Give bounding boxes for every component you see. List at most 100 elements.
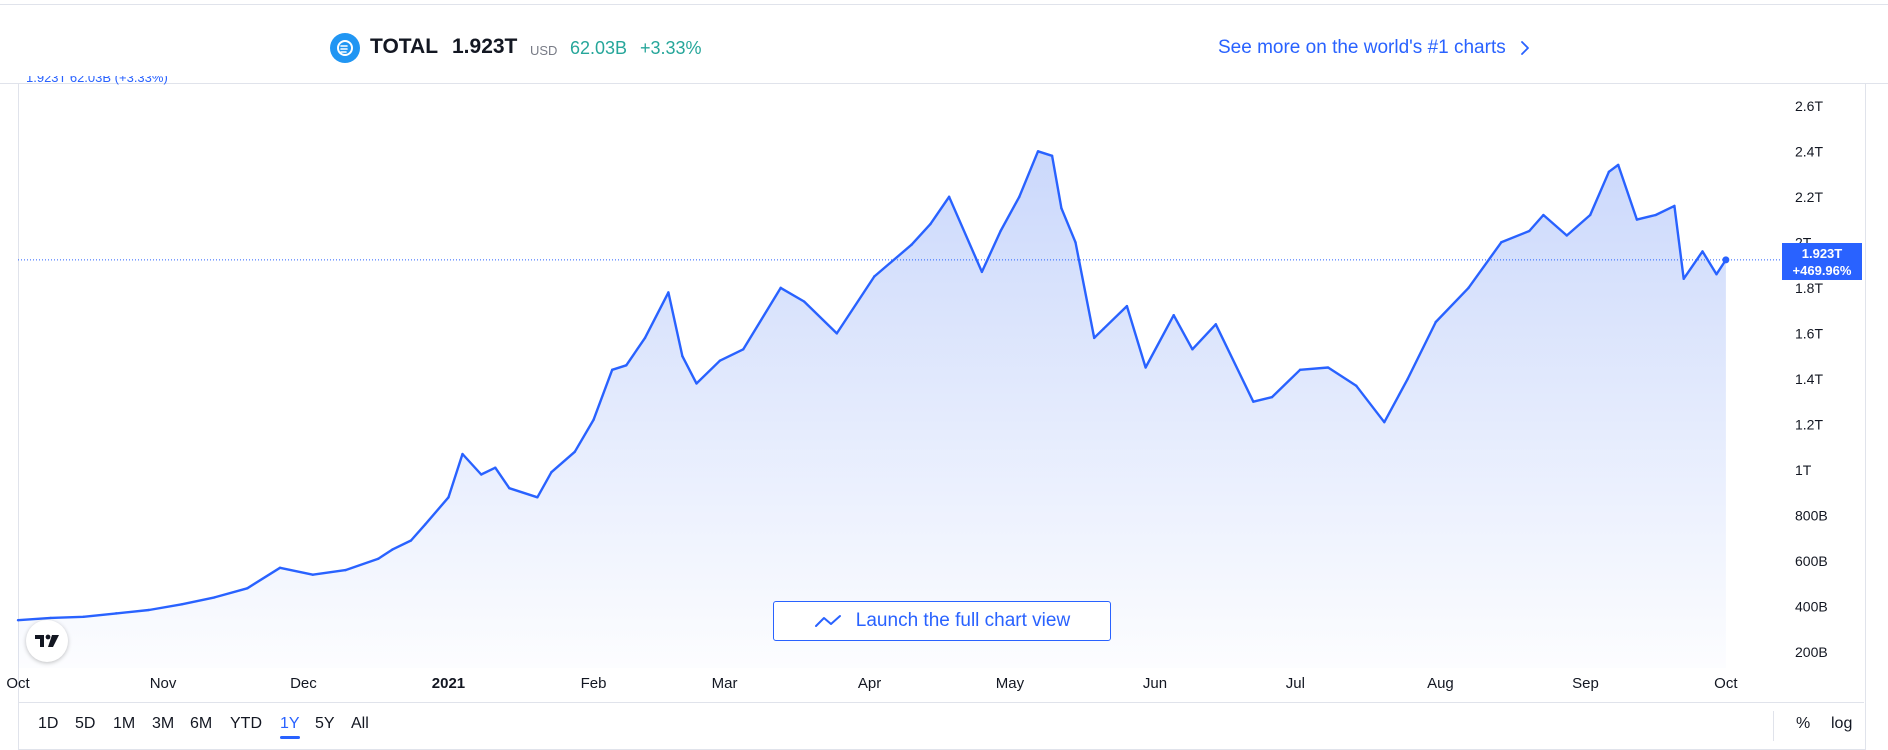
data-point: [536, 496, 539, 499]
data-point: [1542, 213, 1545, 217]
data-point: [115, 612, 118, 615]
active-range-indicator: [280, 736, 300, 739]
y-tick-label: 800B: [1795, 507, 1828, 523]
data-point: [1500, 241, 1503, 244]
data-point: [695, 382, 698, 385]
symbol-change-percent: +3.33%: [640, 38, 702, 58]
symbol-name[interactable]: TOTAL: [370, 35, 439, 58]
x-tick-label: Sep: [1572, 675, 1599, 692]
data-point: [873, 275, 876, 278]
range-3m-button[interactable]: 3M: [152, 715, 175, 732]
x-tick-label: Apr: [858, 675, 881, 692]
data-point: [1060, 206, 1063, 210]
symbol-currency: USD: [530, 43, 558, 58]
data-point: [779, 286, 782, 290]
price-area: [18, 151, 1726, 669]
range-1y-button[interactable]: 1Y: [280, 715, 300, 732]
x-tick-label: Mar: [712, 675, 738, 692]
data-point: [1102, 327, 1105, 331]
x-tick-label: 2021: [432, 675, 465, 692]
see-more-label[interactable]: See more on the world's #1 charts: [1218, 37, 1506, 58]
x-tick-label: Oct: [6, 675, 30, 692]
x-tick-label: Jul: [1286, 675, 1305, 692]
tradingview-logo-icon[interactable]: [26, 620, 68, 662]
data-point: [802, 300, 806, 303]
data-point: [910, 243, 913, 246]
x-axis: Oct Nov Dec 2021 Feb Mar Apr May Jun Jul Aug Sep Oct: [6, 675, 1738, 692]
x-tick-label: Nov: [150, 675, 177, 692]
range-6m-button[interactable]: 6M: [190, 715, 213, 732]
data-point: [344, 568, 347, 572]
data-point: [1673, 204, 1676, 208]
y-tick-label: 2.4T: [1795, 143, 1823, 159]
y-tick-label: 600B: [1795, 553, 1828, 569]
percent-scale-button[interactable]: %: [1796, 715, 1811, 732]
data-point: [311, 573, 314, 576]
data-point: [1607, 170, 1611, 173]
data-point: [246, 587, 249, 590]
launch-full-chart-button[interactable]: Launch the full chart view: [773, 601, 1111, 641]
data-point: [391, 548, 394, 551]
range-5d-button[interactable]: 5D: [75, 715, 96, 732]
data-point: [409, 539, 413, 542]
x-tick-label: Oct: [1714, 675, 1738, 692]
coin-icon[interactable]: [330, 33, 360, 63]
x-tick-label: Feb: [581, 675, 607, 692]
data-point: [718, 359, 722, 362]
data-point: [1074, 241, 1077, 244]
data-point: [550, 471, 553, 474]
range-ytd-button[interactable]: YTD: [230, 715, 262, 732]
data-point: [667, 291, 670, 294]
y-tick-label: 2.2T: [1795, 189, 1823, 205]
data-point: [147, 608, 151, 612]
y-tick-label: 200B: [1795, 644, 1828, 660]
y-tick-label: 1T: [1795, 462, 1812, 478]
data-point: [180, 603, 183, 606]
data-point: [1355, 384, 1358, 387]
x-tick-label: May: [996, 675, 1025, 692]
data-point: [1214, 323, 1218, 326]
launch-button-label[interactable]: Launch the full chart view: [855, 610, 1071, 631]
y-tick-label: 2.6T: [1795, 98, 1823, 114]
y-tick-label: 400B: [1795, 599, 1828, 615]
data-point: [1701, 250, 1704, 253]
last-price-value: 1.923T: [1801, 246, 1843, 261]
data-point: [1682, 277, 1685, 280]
data-point: [461, 452, 464, 456]
data-point: [980, 270, 984, 274]
data-point: [1383, 420, 1386, 424]
data-point: [835, 332, 839, 335]
range-5y-button[interactable]: 5Y: [315, 715, 335, 732]
see-more-link[interactable]: See more on the world's #1 charts: [1218, 37, 1530, 59]
data-point: [1617, 163, 1620, 167]
range-all-button[interactable]: All: [351, 715, 369, 732]
range-1m-button[interactable]: 1M: [113, 715, 136, 732]
chevron-right-icon: [1520, 41, 1529, 55]
data-point: [1715, 273, 1718, 276]
data-point: [573, 450, 577, 453]
range-toolbar: 1D 5D 1M 3M 6M YTD 1Y 5Y All % log: [18, 702, 1864, 749]
data-point: [1050, 154, 1054, 158]
data-point: [681, 354, 684, 358]
data-point: [1326, 366, 1330, 369]
data-point: [947, 195, 951, 199]
data-point: [16, 618, 20, 622]
range-1d-button[interactable]: 1D: [38, 715, 59, 732]
log-scale-button[interactable]: log: [1831, 715, 1853, 732]
data-point: [1467, 286, 1470, 290]
data-points: [16, 150, 1728, 622]
data-point: [1654, 213, 1657, 217]
data-point: [625, 364, 628, 367]
data-point: [1588, 213, 1592, 217]
data-point: [447, 496, 450, 499]
data-point: [1018, 195, 1021, 199]
data-point: [1406, 377, 1409, 381]
data-point: [82, 615, 85, 618]
symbol-header: TOTAL 1.923T USD 62.03B +3.33% See more …: [0, 5, 1888, 84]
y-tick-label: 1.4T: [1795, 371, 1823, 387]
data-point: [377, 557, 380, 560]
y-axis: 200B400B600B800B1T1.2T1.4T1.6T1.8T2T2.2T…: [1795, 98, 1828, 660]
symbol-change: 62.03B: [570, 38, 628, 58]
data-point: [592, 418, 595, 422]
